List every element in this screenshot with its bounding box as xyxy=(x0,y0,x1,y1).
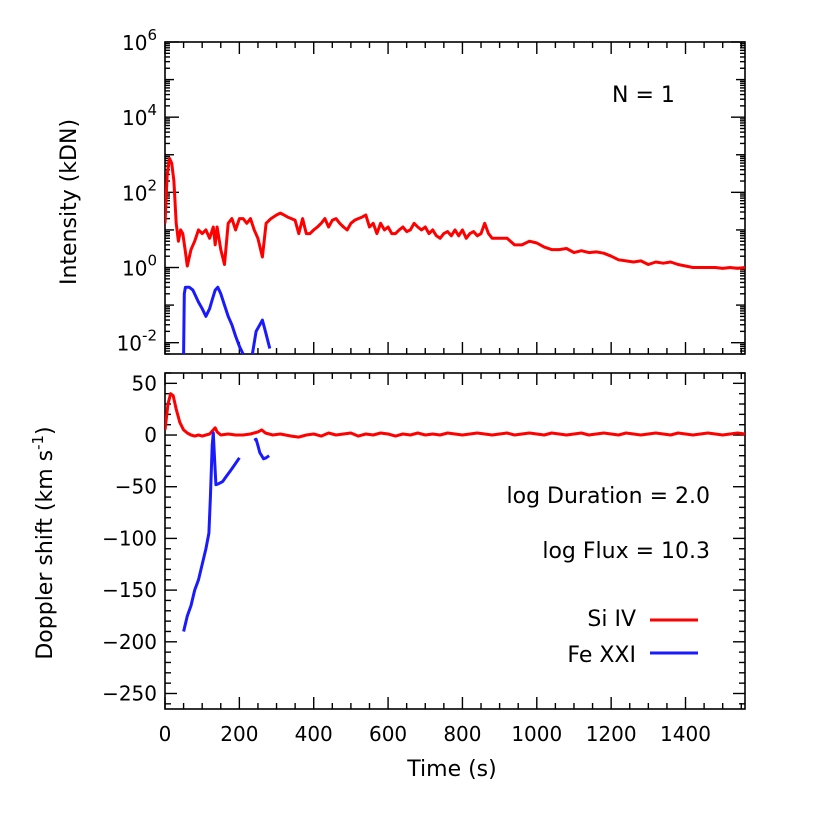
time-x-tick-label: 200 xyxy=(220,722,258,746)
time-x-tick-label: 1200 xyxy=(586,722,637,746)
doppler-y-tick-label: 50 xyxy=(132,371,157,395)
legend-label-fe-xxi: Fe XXI xyxy=(567,643,636,668)
tick-base: 10 xyxy=(122,31,147,55)
doppler-si-iv-line xyxy=(165,392,745,439)
tick-exponent: -2 xyxy=(142,327,157,345)
intensity-fe-xxi-line xyxy=(182,285,245,354)
doppler-fe-xxi-line xyxy=(182,431,241,632)
legend-label-si-iv: Si IV xyxy=(587,607,636,632)
intensity-axis-label: Intensity (kDN) xyxy=(57,119,82,285)
intensity-y-tick-label: 102 xyxy=(122,176,157,205)
doppler-fe-xxi-line xyxy=(253,437,270,461)
doppler-y-tick-label: −150 xyxy=(102,578,157,602)
intensity-si-iv-line xyxy=(165,156,745,270)
duration-annotation: log Duration = 2.0 xyxy=(507,484,711,509)
doppler-y-tick-label: 0 xyxy=(144,423,157,447)
doppler-y-tick-label: −200 xyxy=(102,630,157,654)
doppler-axis-label-superscript: -1 xyxy=(29,435,47,450)
tick-exponent: 2 xyxy=(147,176,157,194)
intensity-y-tick-label: 106 xyxy=(122,26,157,55)
doppler-axis-label-main: Doppler shift (km s xyxy=(33,450,58,660)
doppler-y-tick-label: −50 xyxy=(115,475,157,499)
intensity-y-tick-label: 10-2 xyxy=(117,327,157,356)
time-x-tick-label: 800 xyxy=(443,722,481,746)
intensity-y-tick-label: 100 xyxy=(122,252,157,281)
intensity-y-tick-label: 104 xyxy=(122,101,157,130)
doppler-plot-frame xyxy=(164,372,746,710)
intensity-fe-xxi-line xyxy=(250,318,272,354)
tick-base: 10 xyxy=(122,181,147,205)
time-x-tick-label: 600 xyxy=(369,722,407,746)
flux-annotation: log Flux = 10.3 xyxy=(542,539,710,564)
tick-exponent: 0 xyxy=(147,252,157,270)
legend: Si IV Fe XXI xyxy=(567,607,698,668)
panel-count-annotation: N = 1 xyxy=(612,83,675,108)
time-x-tick-label: 400 xyxy=(295,722,333,746)
time-x-tick-label: 0 xyxy=(159,722,172,746)
time-x-tick-label: 1400 xyxy=(660,722,711,746)
tick-base: 10 xyxy=(122,106,147,130)
tick-exponent: 6 xyxy=(147,26,157,44)
tick-exponent: 4 xyxy=(147,101,157,119)
doppler-y-tick-label: −100 xyxy=(102,526,157,550)
tick-base: 10 xyxy=(117,332,142,356)
doppler-y-tick-label: −250 xyxy=(102,681,157,705)
tick-base: 10 xyxy=(122,257,147,281)
doppler-axis-label: Doppler shift (km s-1) xyxy=(29,426,58,659)
time-x-tick-label: 1000 xyxy=(511,722,562,746)
doppler-axis-label-close: ) xyxy=(33,426,58,435)
time-axis-label: Time (s) xyxy=(406,757,496,782)
